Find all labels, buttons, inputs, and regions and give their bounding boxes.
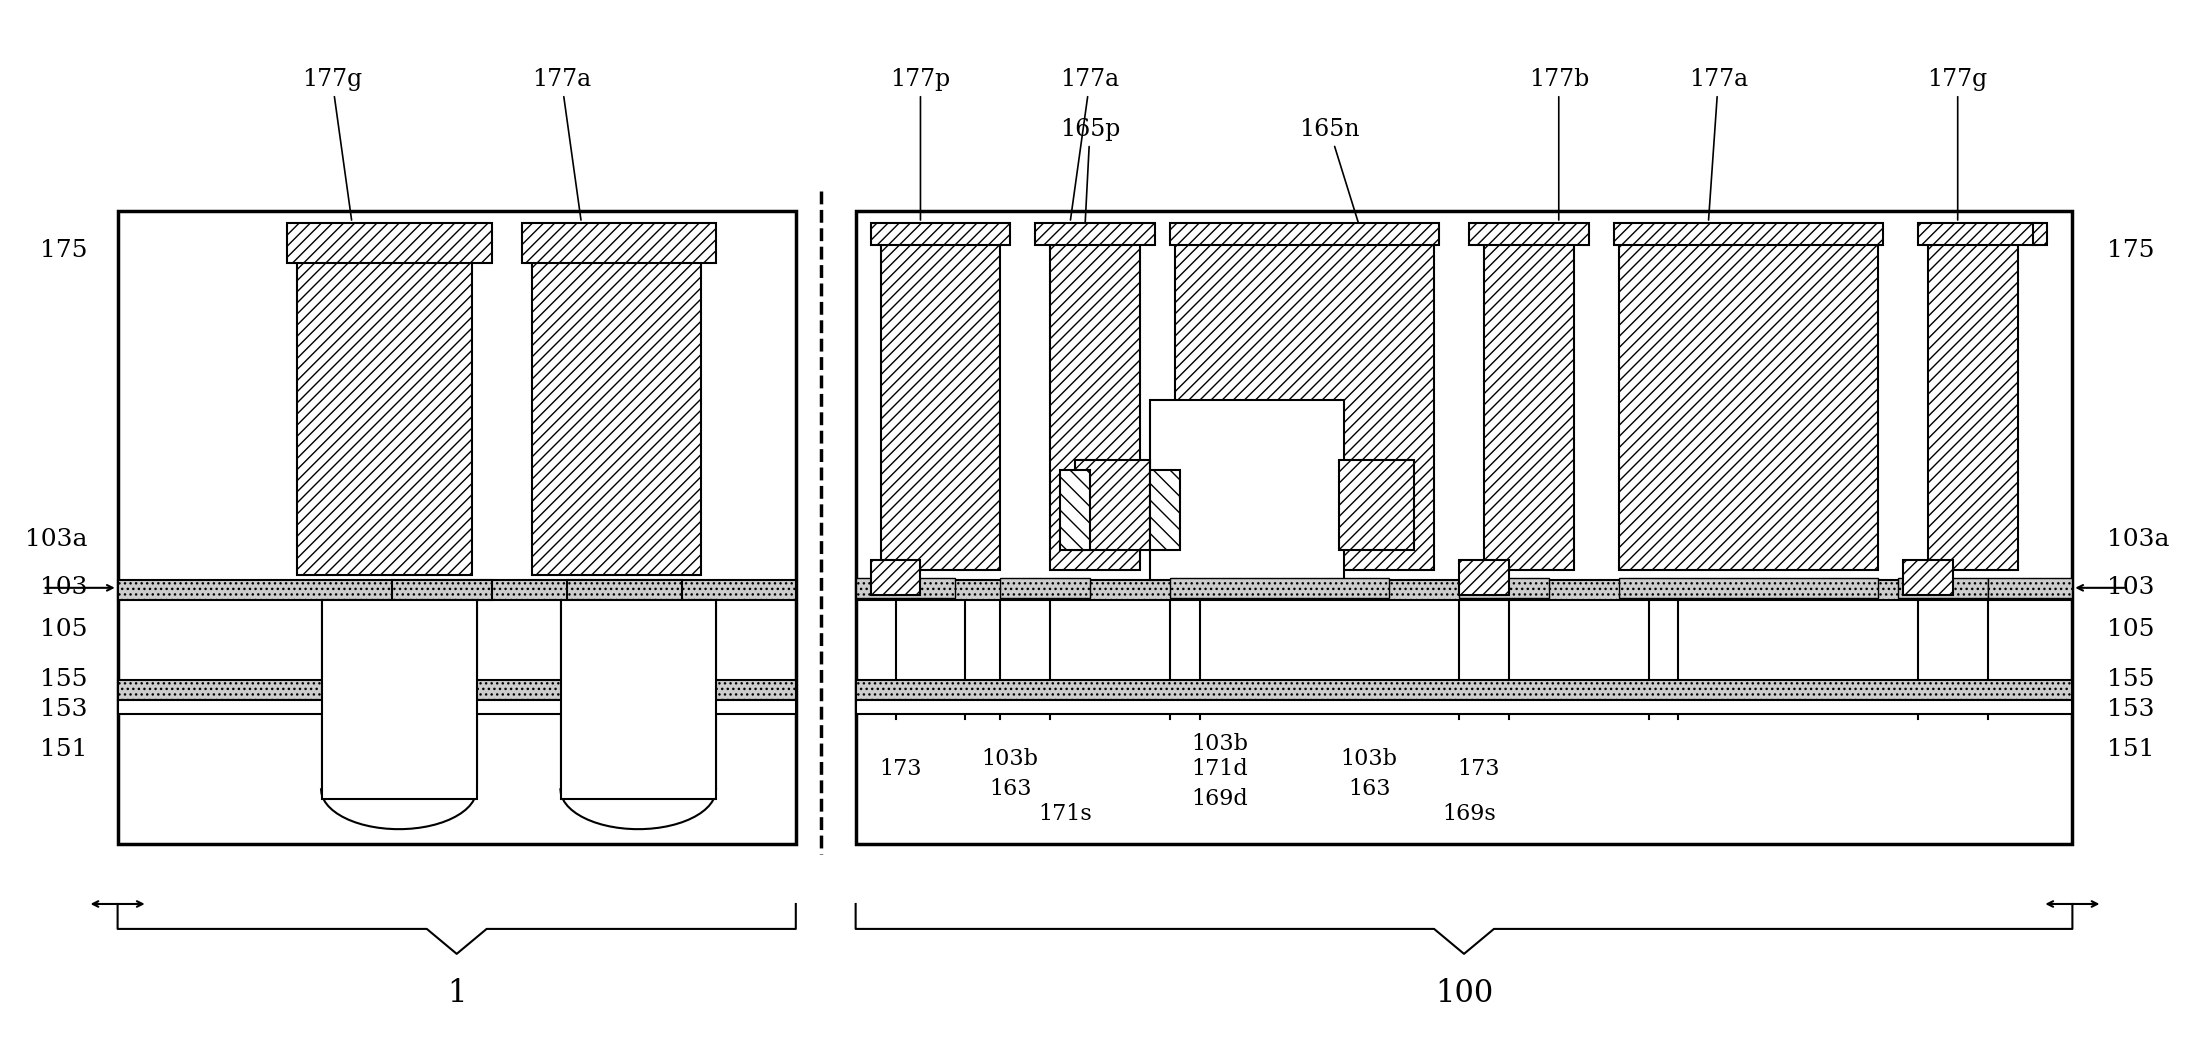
Bar <box>1034 223 1155 245</box>
Text: 177p: 177p <box>890 68 951 220</box>
Bar <box>392 580 491 600</box>
Text: 151: 151 <box>39 738 88 761</box>
Bar <box>2033 223 2046 245</box>
Text: 177a: 177a <box>532 68 592 220</box>
Text: 177a: 177a <box>1060 68 1120 220</box>
Bar <box>1049 240 1139 570</box>
Text: 155: 155 <box>39 668 88 691</box>
Text: 163: 163 <box>1347 779 1391 800</box>
Bar <box>870 560 920 595</box>
Text: 155: 155 <box>2108 668 2154 691</box>
Bar <box>1987 578 2073 598</box>
Text: 165p: 165p <box>1060 118 1120 223</box>
Text: 177g: 177g <box>1928 68 1987 220</box>
Text: 203: 203 <box>408 777 456 800</box>
Text: 173: 173 <box>1457 759 1501 781</box>
Bar <box>521 223 716 262</box>
Bar <box>1917 223 2038 245</box>
Bar <box>118 679 795 699</box>
Bar <box>1170 578 1389 598</box>
Bar <box>1076 460 1150 550</box>
Bar <box>857 580 2073 600</box>
Text: 105: 105 <box>2108 619 2154 642</box>
Text: 173: 173 <box>1242 369 1286 392</box>
Text: 201: 201 <box>607 777 655 800</box>
Text: 175: 175 <box>39 239 88 262</box>
Text: 171s: 171s <box>1039 804 1091 826</box>
Bar <box>567 580 681 600</box>
Text: 171d: 171d <box>1192 759 1249 781</box>
Bar <box>532 260 701 575</box>
Bar <box>298 260 471 575</box>
Bar <box>118 580 795 600</box>
Text: 151: 151 <box>2108 738 2154 761</box>
Bar <box>1459 578 1549 598</box>
Text: 177a: 177a <box>1689 68 1748 220</box>
Bar <box>857 578 955 598</box>
Bar <box>1613 223 1882 245</box>
Text: 177b: 177b <box>1529 68 1588 220</box>
Bar <box>118 211 795 844</box>
Bar <box>1150 470 1179 550</box>
Text: 153: 153 <box>39 698 88 721</box>
Text: 165n: 165n <box>1299 118 1361 224</box>
Bar <box>870 223 1010 245</box>
Bar <box>1459 560 1510 595</box>
Bar <box>1619 240 1878 570</box>
Text: 103b: 103b <box>1192 734 1249 756</box>
Text: 105: 105 <box>39 619 88 642</box>
Text: 163: 163 <box>988 779 1032 800</box>
Bar <box>1619 578 1878 598</box>
Bar <box>1928 240 2018 570</box>
Text: 103a: 103a <box>24 529 88 552</box>
Bar <box>1001 578 1089 598</box>
Text: 169d: 169d <box>1192 788 1249 810</box>
Bar <box>118 699 795 715</box>
Bar <box>857 679 2073 699</box>
Text: 100: 100 <box>1435 978 1492 1009</box>
Text: 1: 1 <box>447 978 467 1009</box>
Text: 175: 175 <box>2108 239 2154 262</box>
Bar <box>1174 240 1435 570</box>
Text: 173: 173 <box>879 759 922 781</box>
Text: 177g: 177g <box>302 68 362 220</box>
Bar <box>857 699 2073 715</box>
Text: 103b: 103b <box>1341 748 1398 770</box>
Bar <box>1060 470 1089 550</box>
Bar <box>857 211 2073 844</box>
Bar <box>1468 223 1588 245</box>
Bar <box>1170 223 1439 245</box>
Bar <box>1483 240 1573 570</box>
Text: 103a: 103a <box>2108 529 2169 552</box>
Bar <box>1897 578 1987 598</box>
Text: 169s: 169s <box>1442 804 1496 826</box>
Bar <box>561 600 716 799</box>
Bar <box>1902 560 1952 595</box>
Bar <box>881 240 1001 570</box>
Bar <box>1150 400 1345 580</box>
Text: 103: 103 <box>39 577 88 600</box>
Bar <box>1339 460 1413 550</box>
Bar <box>287 223 491 262</box>
Bar <box>322 600 478 799</box>
Text: 103b: 103b <box>982 748 1039 770</box>
Text: 153: 153 <box>2108 698 2154 721</box>
Text: 103: 103 <box>2108 577 2154 600</box>
